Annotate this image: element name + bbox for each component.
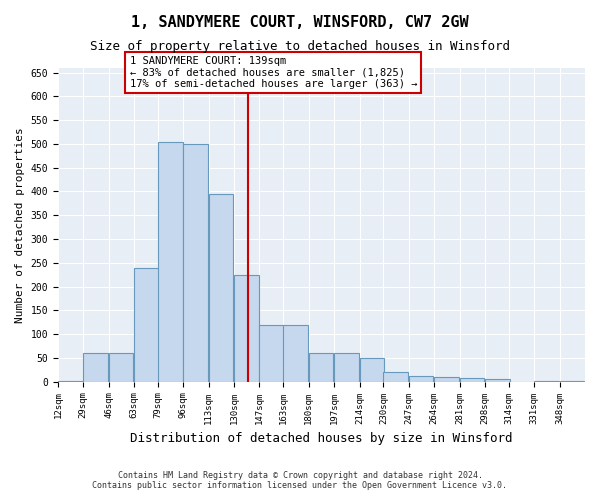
Bar (58, 380, 83, 382)
Bar (334, 353, 359, 382)
Bar (184, 144, 208, 382)
Bar (134, 268, 158, 382)
Bar (359, 358, 384, 382)
Bar (234, 274, 259, 382)
Text: 1, SANDYMERE COURT, WINSFORD, CW7 2GW: 1, SANDYMERE COURT, WINSFORD, CW7 2GW (131, 15, 469, 30)
X-axis label: Distribution of detached houses by size in Winsford: Distribution of detached houses by size … (130, 432, 513, 445)
Bar (109, 353, 133, 382)
Text: Size of property relative to detached houses in Winsford: Size of property relative to detached ho… (90, 40, 510, 53)
Bar (460, 378, 484, 382)
Bar (83, 353, 108, 382)
Text: 1 SANDYMERE COURT: 139sqm
← 83% of detached houses are smaller (1,825)
17% of se: 1 SANDYMERE COURT: 139sqm ← 83% of detac… (130, 56, 417, 89)
Bar (534, 380, 559, 382)
Bar (560, 380, 584, 382)
Y-axis label: Number of detached properties: Number of detached properties (15, 127, 25, 322)
Bar (485, 380, 509, 382)
Bar (383, 372, 408, 382)
Bar (158, 142, 182, 382)
Text: Contains HM Land Registry data © Crown copyright and database right 2024.
Contai: Contains HM Land Registry data © Crown c… (92, 470, 508, 490)
Bar (283, 324, 308, 382)
Bar (409, 376, 433, 382)
Bar (309, 353, 334, 382)
Bar (259, 324, 284, 382)
Bar (434, 377, 459, 382)
Bar (209, 194, 233, 382)
